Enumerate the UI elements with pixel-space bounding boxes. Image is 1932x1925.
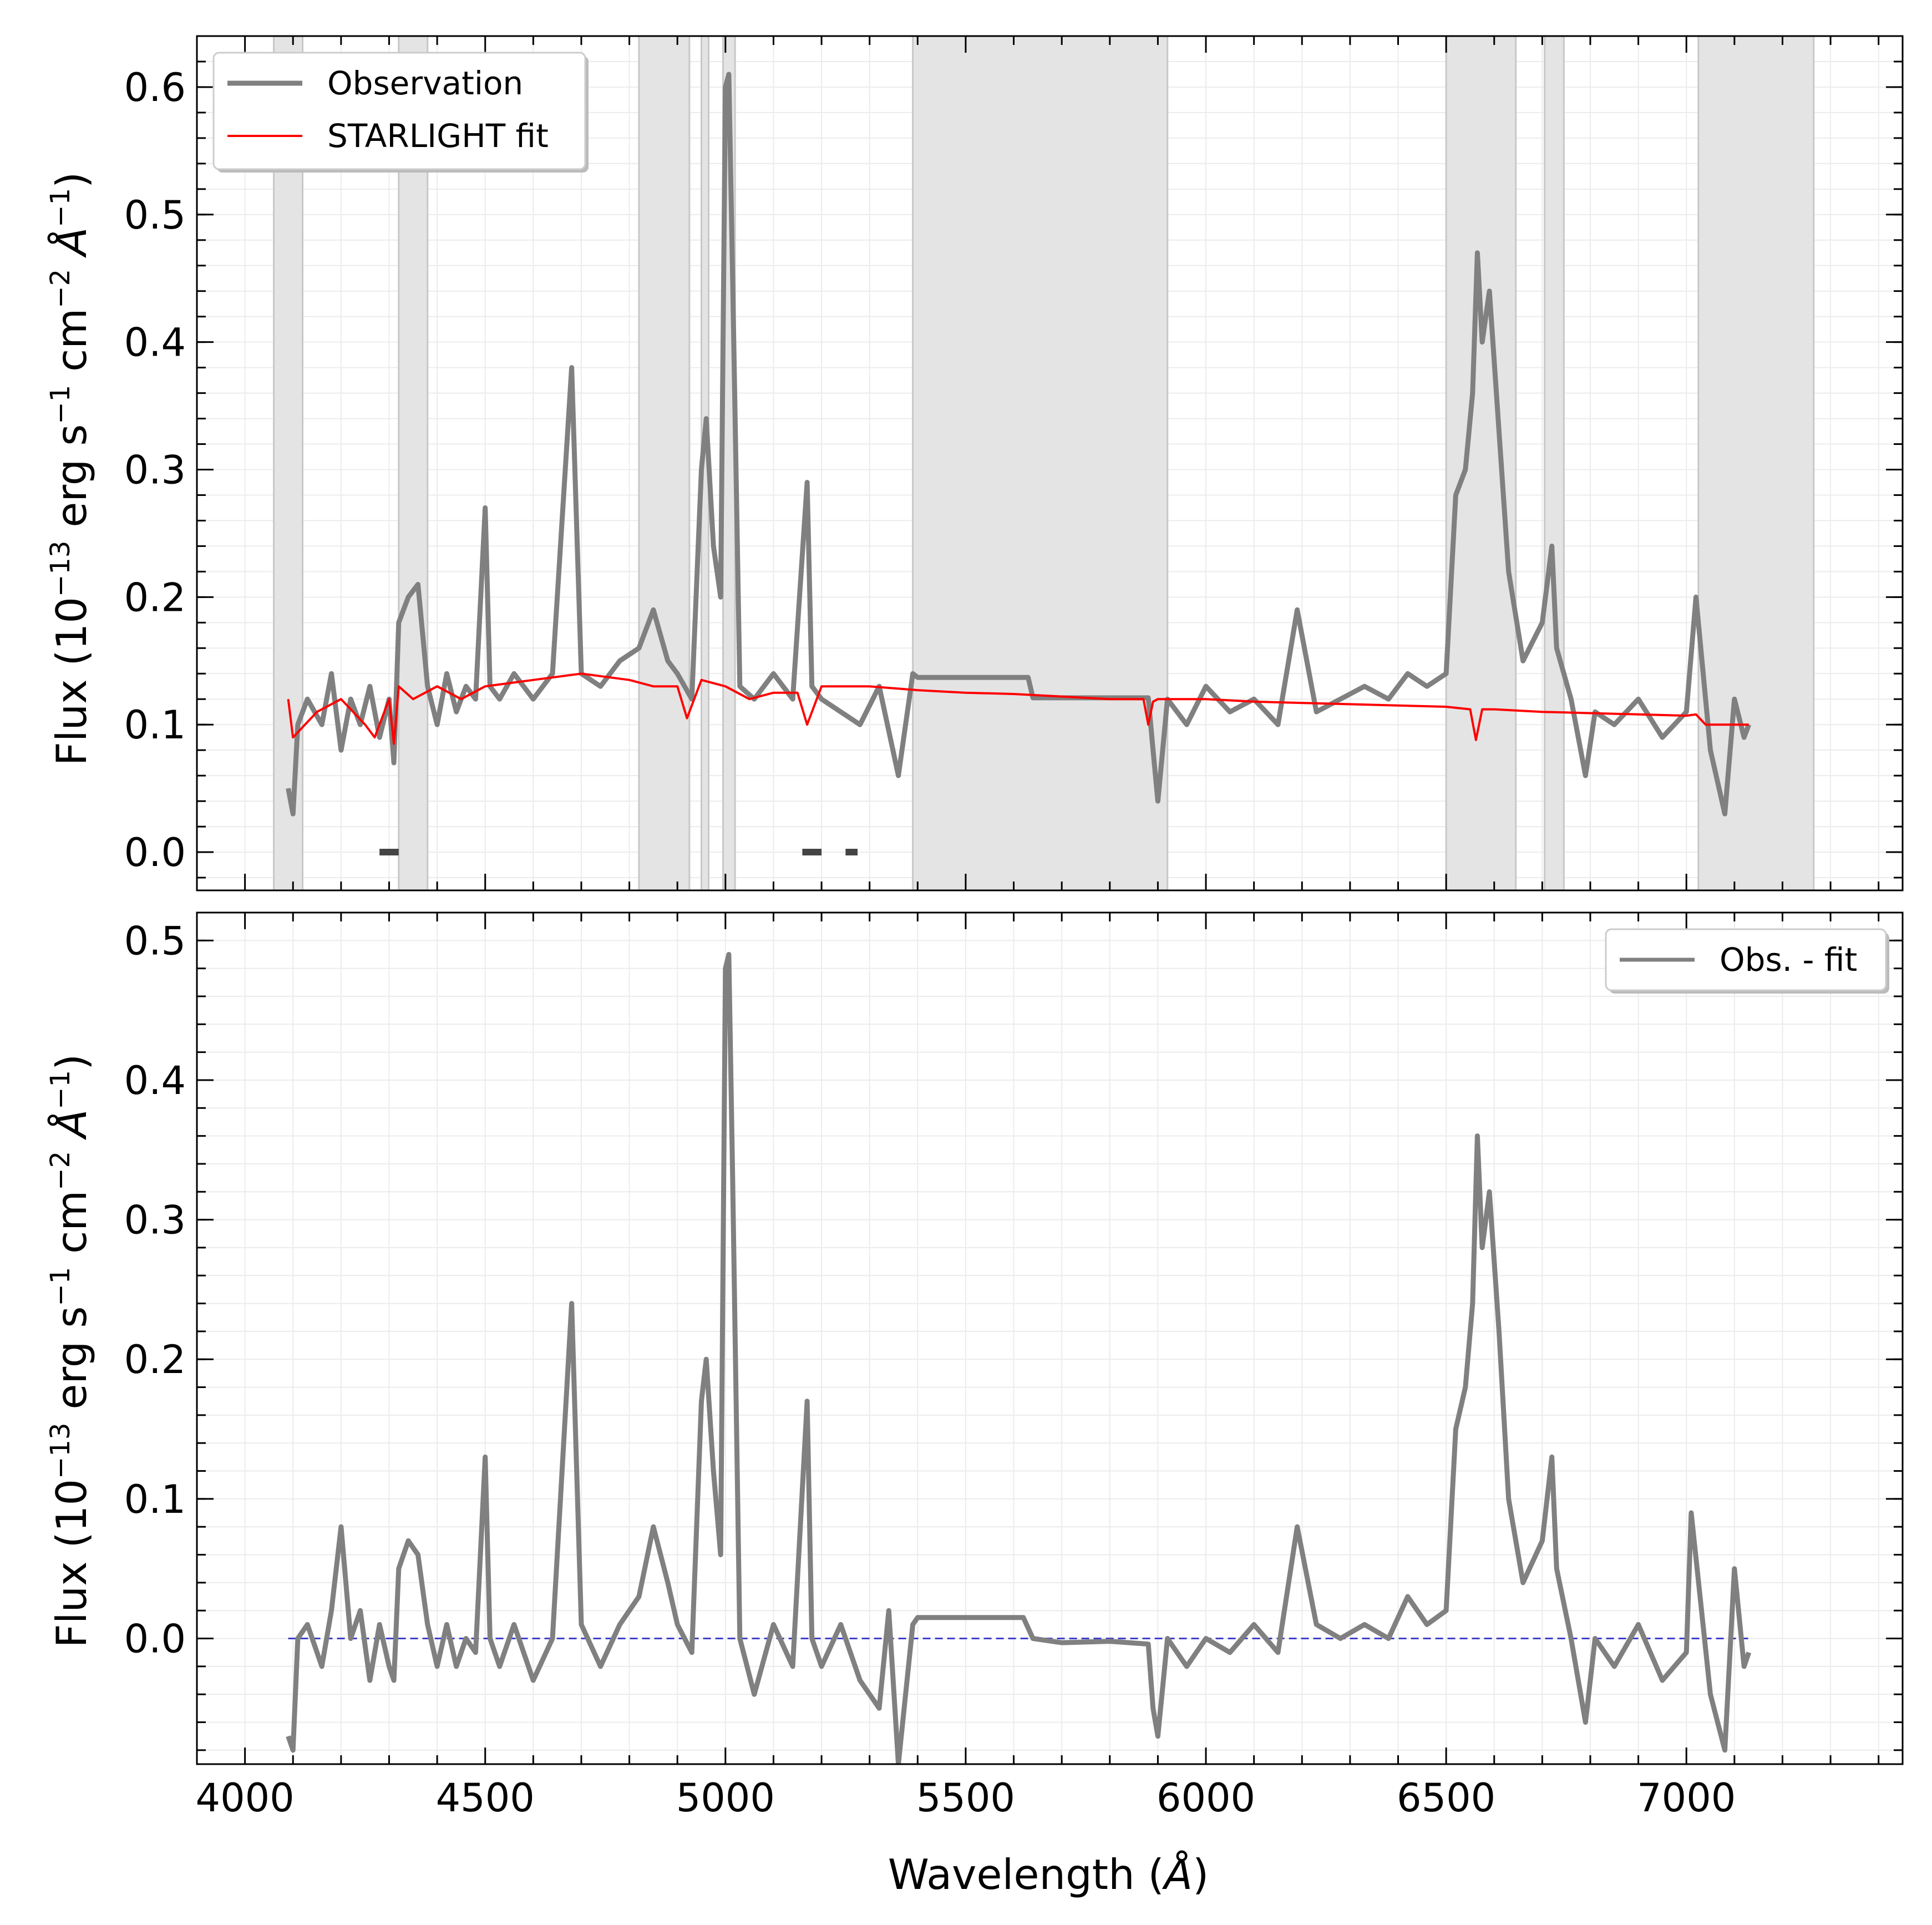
series-line-obs-fit [286, 952, 1752, 1764]
bottom-y-axis-label: Flux (10−13 erg s−1 cm−2 Å−1) [45, 1054, 96, 1648]
x-tick-label: 5000 [676, 1775, 775, 1821]
masked-region [1445, 36, 1517, 890]
legend-label: Obs. - fit [1720, 941, 1857, 979]
legend-label: STARLIGHT fit [327, 117, 549, 155]
y-tick-label: 0.2 [124, 575, 186, 620]
bottom-plot-area [286, 952, 1752, 1764]
bottom-axes-frame [196, 911, 1904, 1765]
bottom-panel: 0.0 0.1 0.2 0.3 0.4 0.5 4000 4500 5000 5500 6000 65… [124, 911, 1904, 1821]
top-legend: Observation STARLIGHT fit [212, 52, 589, 173]
x-tick-label: 6000 [1157, 1775, 1255, 1821]
masked-region [398, 36, 429, 890]
top-panel: 0.0 0.1 0.2 0.3 0.4 0.5 0.6 Observation STARLIGH… [124, 35, 1904, 891]
top-plot-area [273, 36, 1815, 890]
top-axes-frame [196, 35, 1904, 891]
y-tick-label: 0.0 [124, 830, 186, 875]
bottom-legend: Obs. - fit [1605, 928, 1889, 994]
y-tick-label: 0.4 [124, 1058, 186, 1103]
y-tick-label: 0.0 [124, 1617, 186, 1662]
x-tick-label: 5500 [916, 1775, 1015, 1821]
x-tick-label: 6500 [1397, 1775, 1495, 1821]
masked-region [912, 36, 1169, 890]
series-line-starlight-fit [287, 672, 1749, 745]
y-tick-label: 0.4 [124, 320, 186, 366]
masked-region [638, 36, 691, 890]
legend-box [1605, 928, 1887, 991]
y-tick-label: 0.6 [124, 65, 186, 110]
masked-region [1697, 36, 1815, 890]
y-tick-label: 0.1 [124, 702, 186, 748]
y-tick-label: 0.3 [124, 447, 186, 493]
series-line-observation [286, 72, 1752, 817]
bottom-grid [197, 913, 1903, 1764]
x-axis-label: Wavelength (Å) [888, 1850, 1209, 1899]
y-tick-label: 0.5 [124, 918, 186, 964]
masked-region [1544, 36, 1565, 890]
x-tick-label: 4000 [196, 1775, 295, 1821]
y-tick-label: 0.1 [124, 1477, 186, 1522]
legend-label: Observation [327, 64, 523, 102]
x-tick-label: 7000 [1637, 1775, 1736, 1821]
top-y-axis-label: Flux (10−13 erg s−1 cm−2 Å−1) [45, 172, 96, 766]
legend-box [212, 52, 586, 170]
y-tick-label: 0.5 [124, 192, 186, 238]
x-tick-label: 4500 [436, 1775, 535, 1821]
y-tick-label: 0.2 [124, 1337, 186, 1382]
y-tick-label: 0.3 [124, 1198, 186, 1243]
